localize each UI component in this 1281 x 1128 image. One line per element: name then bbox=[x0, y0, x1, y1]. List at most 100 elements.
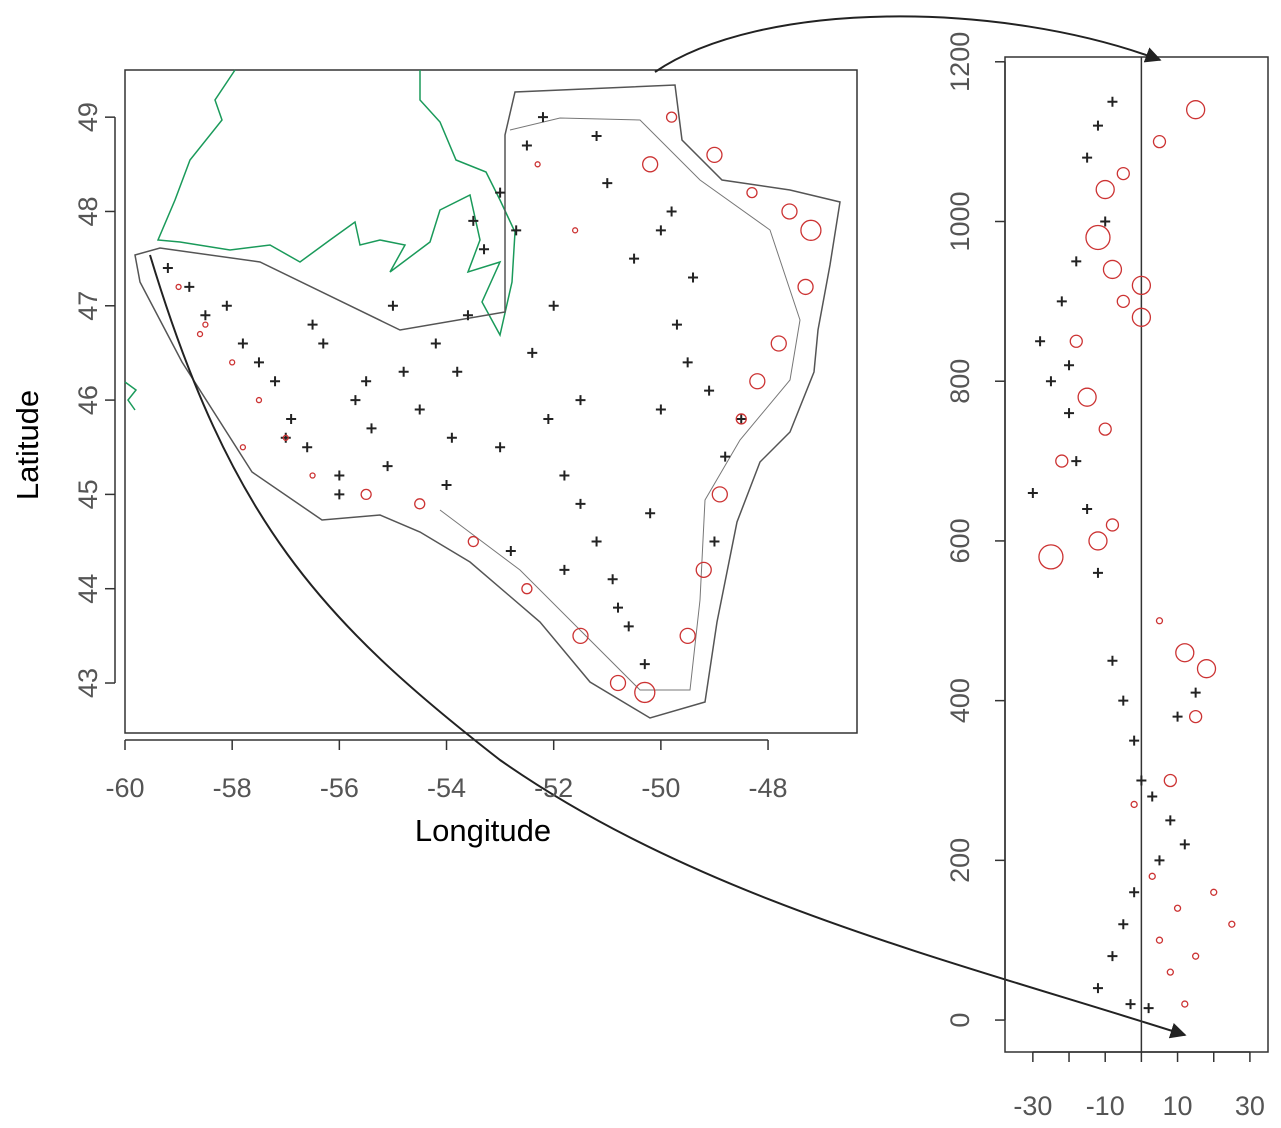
point bbox=[704, 385, 715, 396]
point bbox=[1055, 454, 1069, 468]
y-tick-label: 1000 bbox=[945, 191, 975, 251]
point bbox=[543, 413, 554, 424]
point bbox=[679, 627, 696, 645]
point bbox=[1190, 687, 1201, 698]
point bbox=[639, 659, 650, 670]
point bbox=[607, 574, 618, 585]
point bbox=[1056, 296, 1067, 307]
point bbox=[255, 396, 263, 404]
point bbox=[602, 178, 613, 189]
x-tick-label: -54 bbox=[427, 773, 466, 803]
y-tick-label: 600 bbox=[945, 518, 975, 563]
point bbox=[452, 366, 463, 377]
point bbox=[736, 413, 747, 424]
point bbox=[468, 215, 479, 226]
point bbox=[682, 357, 693, 368]
y-tick-label: 48 bbox=[73, 196, 103, 226]
point bbox=[623, 621, 634, 632]
point bbox=[749, 373, 766, 390]
point bbox=[414, 498, 426, 510]
point bbox=[688, 272, 699, 283]
point bbox=[1085, 224, 1111, 251]
point bbox=[1163, 773, 1177, 788]
point bbox=[1092, 567, 1103, 578]
point bbox=[334, 489, 345, 500]
point bbox=[387, 300, 398, 311]
point bbox=[1152, 134, 1167, 149]
point bbox=[1118, 695, 1129, 706]
point bbox=[720, 451, 731, 462]
point bbox=[1181, 1000, 1189, 1008]
point bbox=[1179, 839, 1190, 850]
y-tick-label: 400 bbox=[945, 678, 975, 723]
point bbox=[467, 535, 479, 548]
y-axis-title: Latitude bbox=[10, 390, 45, 500]
point bbox=[309, 472, 316, 479]
point bbox=[1116, 166, 1130, 181]
point bbox=[175, 283, 182, 291]
point bbox=[366, 423, 377, 434]
y-tick-label: 46 bbox=[73, 385, 103, 415]
point bbox=[711, 486, 728, 503]
x-tick-label: -60 bbox=[105, 773, 144, 803]
point bbox=[1071, 456, 1082, 467]
x-tick-label: -50 bbox=[641, 773, 680, 803]
point bbox=[307, 319, 318, 330]
point bbox=[575, 498, 586, 509]
point bbox=[609, 674, 627, 692]
point bbox=[1143, 1003, 1154, 1014]
point bbox=[1173, 904, 1182, 912]
point bbox=[1092, 983, 1103, 994]
point bbox=[527, 347, 538, 358]
point bbox=[1165, 815, 1176, 826]
point bbox=[666, 206, 677, 217]
point bbox=[642, 156, 659, 173]
point bbox=[1155, 936, 1164, 944]
point bbox=[521, 140, 532, 151]
point bbox=[1102, 259, 1123, 280]
point bbox=[1107, 655, 1118, 666]
x-axis-title: Longitude bbox=[415, 813, 551, 848]
point bbox=[1116, 294, 1130, 309]
point bbox=[634, 681, 656, 704]
point bbox=[184, 281, 195, 292]
point bbox=[1118, 919, 1129, 930]
point bbox=[671, 319, 682, 330]
point bbox=[479, 244, 490, 255]
x-tick-label: -10 bbox=[1086, 1091, 1125, 1121]
point bbox=[1071, 256, 1082, 267]
point bbox=[511, 225, 522, 236]
y-tick-label: 44 bbox=[73, 574, 103, 604]
point bbox=[1082, 503, 1093, 514]
point bbox=[629, 253, 640, 264]
point bbox=[521, 583, 533, 595]
point bbox=[1130, 800, 1138, 809]
point bbox=[1064, 360, 1075, 371]
point bbox=[361, 376, 372, 387]
x-tick-label: -30 bbox=[1013, 1091, 1052, 1121]
point bbox=[237, 338, 248, 349]
point bbox=[282, 434, 289, 441]
point bbox=[1045, 376, 1056, 387]
point bbox=[559, 564, 570, 575]
point bbox=[1155, 617, 1164, 625]
plot-frame bbox=[124, 69, 858, 734]
point bbox=[162, 263, 173, 274]
coastline bbox=[156, 69, 516, 338]
point bbox=[495, 442, 506, 453]
point bbox=[1131, 275, 1152, 296]
point bbox=[229, 359, 236, 366]
x-tick-label: -48 bbox=[749, 773, 788, 803]
y-tick-label: 200 bbox=[945, 838, 975, 883]
point bbox=[655, 225, 666, 236]
point bbox=[655, 404, 666, 415]
point bbox=[800, 219, 822, 241]
point bbox=[270, 376, 281, 387]
point bbox=[746, 186, 758, 199]
point bbox=[446, 432, 457, 443]
y-tick-label: 43 bbox=[73, 668, 103, 698]
point bbox=[575, 395, 586, 406]
x-tick-label: 10 bbox=[1163, 1091, 1193, 1121]
coastline bbox=[124, 381, 138, 411]
